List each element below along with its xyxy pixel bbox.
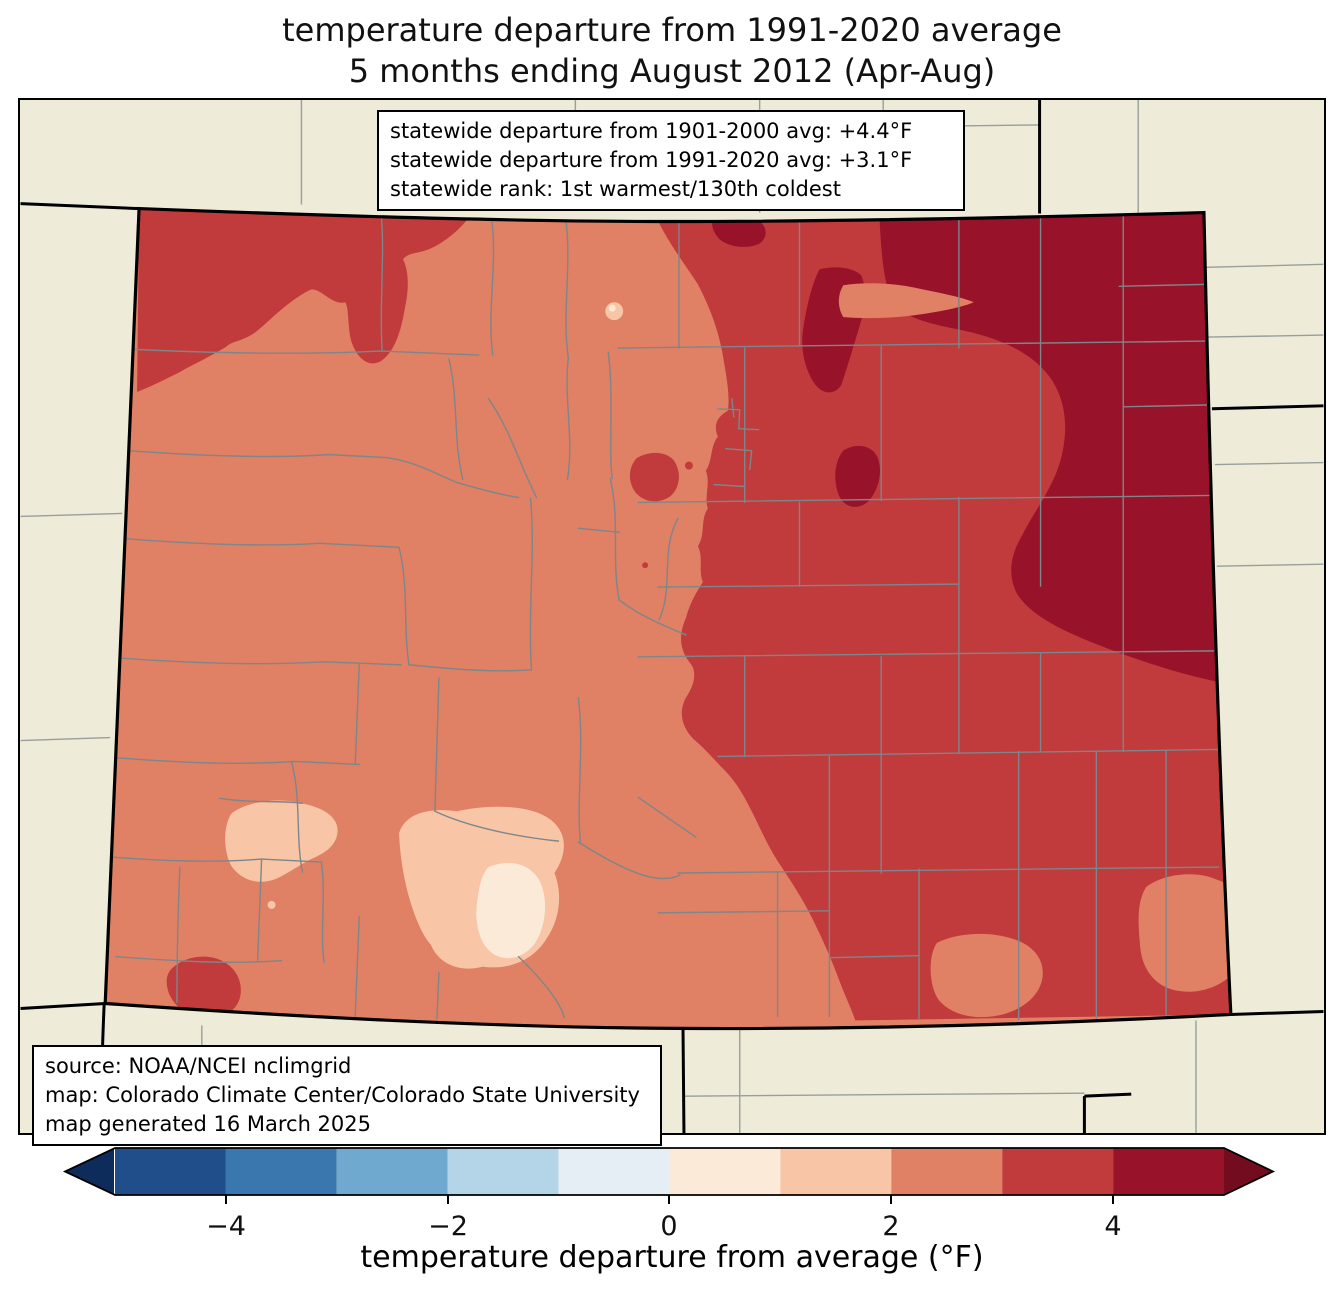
tick-label-neg4: −4 — [206, 1211, 246, 1242]
colorado-anomaly-map — [20, 100, 1324, 1133]
anomaly-blob-central-3to4 — [629, 452, 679, 502]
anomaly-core-southcentral-0to1 — [476, 863, 546, 959]
anomaly-dot-3to4 — [684, 461, 693, 470]
anomaly-patch-west-1to2 — [225, 800, 338, 882]
colorbar-segment-0-1 — [669, 1148, 781, 1195]
anomaly-dot-north-0to1 — [608, 304, 616, 312]
anomaly-dot-3to4-b — [642, 562, 649, 569]
colorbar-segments — [115, 1148, 1224, 1195]
generated-date-line: map generated 16 March 2025 — [45, 1112, 372, 1136]
anomaly-blob-southwest-3to4 — [166, 956, 241, 1019]
colorbar: −4 −2 0 2 4 — [62, 1147, 1276, 1242]
county-lines — [111, 212, 1220, 1021]
stats-line-1901-2000: statewide departure from 1901-2000 avg: … — [390, 119, 913, 143]
anomaly-patch-southeast-b — [1138, 874, 1230, 992]
anomaly-dot-1to2 — [267, 900, 276, 909]
anomaly-patch-southeast-a — [930, 933, 1043, 1018]
colorbar-segment-4-5 — [1113, 1148, 1224, 1195]
statewide-stats-box: statewide departure from 1901-2000 avg: … — [377, 110, 965, 211]
colorbar-axis-label: temperature departure from average (°F) — [360, 1240, 984, 1275]
tick-label-neg2: −2 — [428, 1211, 468, 1242]
source-attribution-box: source: NOAA/NCEI nclimgrid map: Colorad… — [32, 1045, 662, 1146]
colorbar-segment-2-3 — [891, 1148, 1003, 1195]
colorbar-arrow-right — [1224, 1148, 1273, 1195]
colorbar-segment-neg5-neg4 — [115, 1148, 226, 1195]
tick-label-2: 2 — [882, 1211, 899, 1242]
title-line-2: 5 months ending August 2012 (Apr-Aug) — [348, 52, 996, 90]
colorbar-segment-neg4-neg3 — [225, 1148, 337, 1195]
colorbar-outline — [62, 1147, 1276, 1196]
tick-label-4: 4 — [1104, 1211, 1121, 1242]
title-line-1: temperature departure from 1991-2020 ave… — [282, 11, 1062, 49]
figure-title: temperature departure from 1991-2020 ave… — [0, 10, 1344, 92]
colorbar-segment-1-2 — [780, 1148, 892, 1195]
state-border-colorado — [103, 206, 1233, 1031]
colorbar-tick-labels: −4 −2 0 2 4 — [206, 1211, 1122, 1242]
colorbar-segment-neg1-0 — [558, 1148, 670, 1195]
colorbar-arrow-left — [65, 1148, 114, 1195]
anomaly-region-northeast-4to5 — [879, 212, 1223, 683]
map-axes: statewide departure from 1901-2000 avg: … — [18, 98, 1326, 1146]
stats-line-1991-2020: statewide departure from 1991-2020 avg: … — [390, 148, 913, 172]
anomaly-wedge-2to3 — [838, 283, 974, 319]
anomaly-dot-north-1to2 — [605, 302, 624, 321]
colorbar-tick-marks — [225, 1195, 1114, 1204]
colorbar-segment-3-4 — [1002, 1148, 1114, 1195]
anomaly-blob-small-4to5 — [835, 445, 881, 507]
colorbar-segment-neg2-neg1 — [447, 1148, 559, 1195]
colorbar-segment-neg3-neg2 — [336, 1148, 448, 1195]
stats-line-rank: statewide rank: 1st warmest/130th coldes… — [390, 177, 841, 201]
map-credit-line: map: Colorado Climate Center/Colorado St… — [45, 1083, 640, 1107]
source-line: source: NOAA/NCEI nclimgrid — [45, 1054, 352, 1078]
anomaly-region-northwest-3to4 — [137, 208, 471, 392]
tick-label-0: 0 — [660, 1211, 677, 1242]
